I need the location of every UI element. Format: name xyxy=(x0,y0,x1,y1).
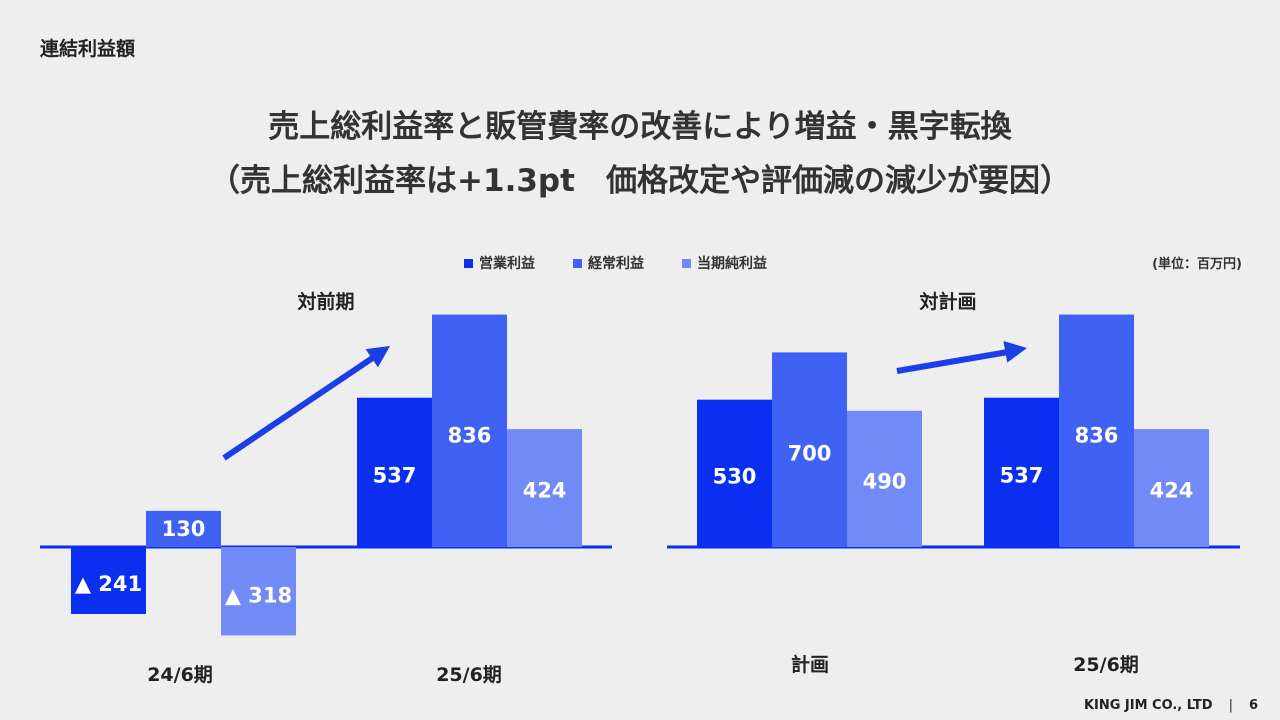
category-label: 25/6期 xyxy=(1073,654,1139,676)
legend-label: 当期純利益 xyxy=(697,256,767,272)
headline-line-2: （売上総利益率は+1.3pt 価格改定や評価減の減少が要因） xyxy=(209,163,1071,199)
legend-label: 営業利益 xyxy=(479,256,535,272)
data-label: 537 xyxy=(373,463,417,487)
data-label: 130 xyxy=(162,517,206,541)
chart-vs-previous-year: 対前期 ▲ 241 130 ▲ 318 24/6期 537 836 424 25/6期 xyxy=(40,290,612,686)
legend-swatch xyxy=(682,258,691,268)
footer: KING JIM CO., LTD | 6 xyxy=(1084,698,1258,713)
bar xyxy=(221,547,296,636)
trend-arrow-shaft xyxy=(896,349,1009,374)
legend-item-operating-profit: 営業利益 xyxy=(464,253,535,273)
bar xyxy=(984,397,1059,547)
category-label: 25/6期 xyxy=(436,664,502,686)
footer-separator: | xyxy=(1228,698,1233,713)
bar xyxy=(432,314,507,547)
data-label: 490 xyxy=(863,470,907,494)
bar xyxy=(847,410,922,547)
data-label: ▲ 241 xyxy=(75,572,142,596)
data-label: 836 xyxy=(448,423,492,447)
data-label: 700 xyxy=(788,442,832,466)
bar xyxy=(507,429,582,547)
bar xyxy=(772,352,847,547)
data-label: ▲ 318 xyxy=(225,584,292,608)
data-label: 530 xyxy=(713,464,757,488)
headline-line-1: 売上総利益率と販管費率の改善により増益・黒字転換 xyxy=(268,109,1012,145)
legend-item-ordinary-profit: 経常利益 xyxy=(573,253,644,273)
footer-company: KING JIM CO., LTD xyxy=(1083,698,1213,713)
bar xyxy=(357,397,432,547)
legend-item-net-profit: 当期純利益 xyxy=(682,253,767,273)
unit-label: (単位：百万円) xyxy=(1152,257,1242,272)
trend-arrow-head xyxy=(365,346,390,368)
data-label: 424 xyxy=(1150,478,1194,502)
section-title: 連結利益額 xyxy=(40,38,136,60)
bar xyxy=(1134,429,1209,547)
legend-swatch xyxy=(573,258,582,268)
chart-legend: 営業利益 経常利益 当期純利益 xyxy=(464,253,767,273)
chart-title: 対前期 xyxy=(296,290,354,313)
category-label: 24/6期 xyxy=(147,664,213,686)
trend-arrow-head xyxy=(1003,341,1027,363)
legend-swatch xyxy=(464,258,473,268)
page-number: 6 xyxy=(1248,698,1258,713)
bar xyxy=(697,399,772,547)
data-label: 424 xyxy=(523,478,567,502)
category-label: 計画 xyxy=(791,653,829,676)
bar xyxy=(146,510,221,547)
data-label: 836 xyxy=(1075,423,1119,447)
data-label: 537 xyxy=(1000,463,1044,487)
bar xyxy=(71,547,146,614)
legend-label: 経常利益 xyxy=(588,256,644,272)
trend-arrow-shaft xyxy=(222,354,376,461)
chart-vs-plan: 対計画 530 700 490 計画 537 836 424 25/6期 xyxy=(667,290,1240,676)
bar xyxy=(1059,314,1134,547)
chart-title: 対計画 xyxy=(918,290,976,313)
